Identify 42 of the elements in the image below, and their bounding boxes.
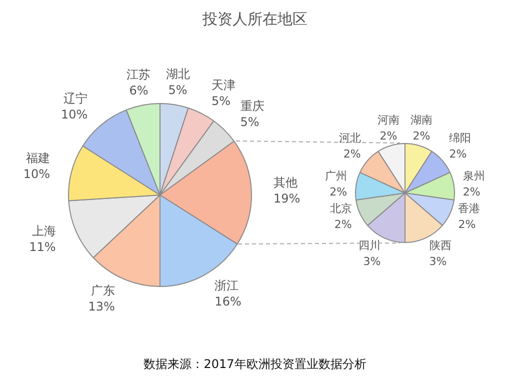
data-label: 5%	[168, 83, 188, 98]
slice-label: 天津	[212, 78, 236, 92]
slice-label: 陕西	[429, 239, 452, 252]
slice-label: 北京	[330, 202, 352, 216]
data-label: 16%	[214, 294, 242, 309]
data-label: 6%	[129, 84, 148, 98]
data-label: 10%	[60, 108, 88, 122]
chart-title: 投资人所在地区	[202, 10, 308, 29]
data-label: 2%	[458, 218, 476, 232]
data-label: 2%	[330, 186, 348, 199]
data-label: 2%	[462, 186, 480, 199]
data-label: 3%	[429, 255, 447, 268]
data-label: 2%	[334, 218, 352, 232]
slice-label: 江苏	[126, 68, 151, 82]
data-label: 2%	[380, 130, 398, 143]
slice-label: 绵阳	[449, 132, 472, 145]
slice-label: 上海	[32, 224, 56, 238]
slice-label: 河北	[338, 132, 361, 145]
data-label: 2%	[343, 148, 361, 161]
data-label: 5%	[240, 114, 260, 129]
slice-label: 湖南	[410, 114, 432, 127]
slice-label: 广东	[90, 283, 115, 298]
slice-label: 河南	[378, 114, 400, 127]
data-label: 10%	[23, 166, 50, 181]
slice-label: 重庆	[240, 98, 264, 113]
slice-label: 泉州	[462, 170, 485, 183]
slice-label: 其他	[273, 176, 298, 190]
data-label: 13%	[88, 299, 115, 314]
slice-label: 福建	[26, 150, 50, 165]
slice-label: 四川	[358, 239, 381, 252]
source-note: 数据来源：2017年欧洲投资置业数据分析	[142, 356, 368, 373]
slice-label: 浙江	[214, 278, 239, 293]
slice-label: 广州	[325, 170, 348, 183]
data-label: 5%	[212, 94, 231, 108]
data-label: 19%	[273, 192, 300, 206]
data-label: 11%	[29, 240, 56, 254]
data-label: 3%	[363, 255, 381, 268]
slice-label: 香港	[458, 202, 480, 216]
slice-label: 辽宁	[64, 92, 88, 106]
slice-label: 湖北	[166, 67, 190, 82]
data-label: 2%	[412, 130, 430, 143]
data-label: 2%	[449, 148, 467, 161]
